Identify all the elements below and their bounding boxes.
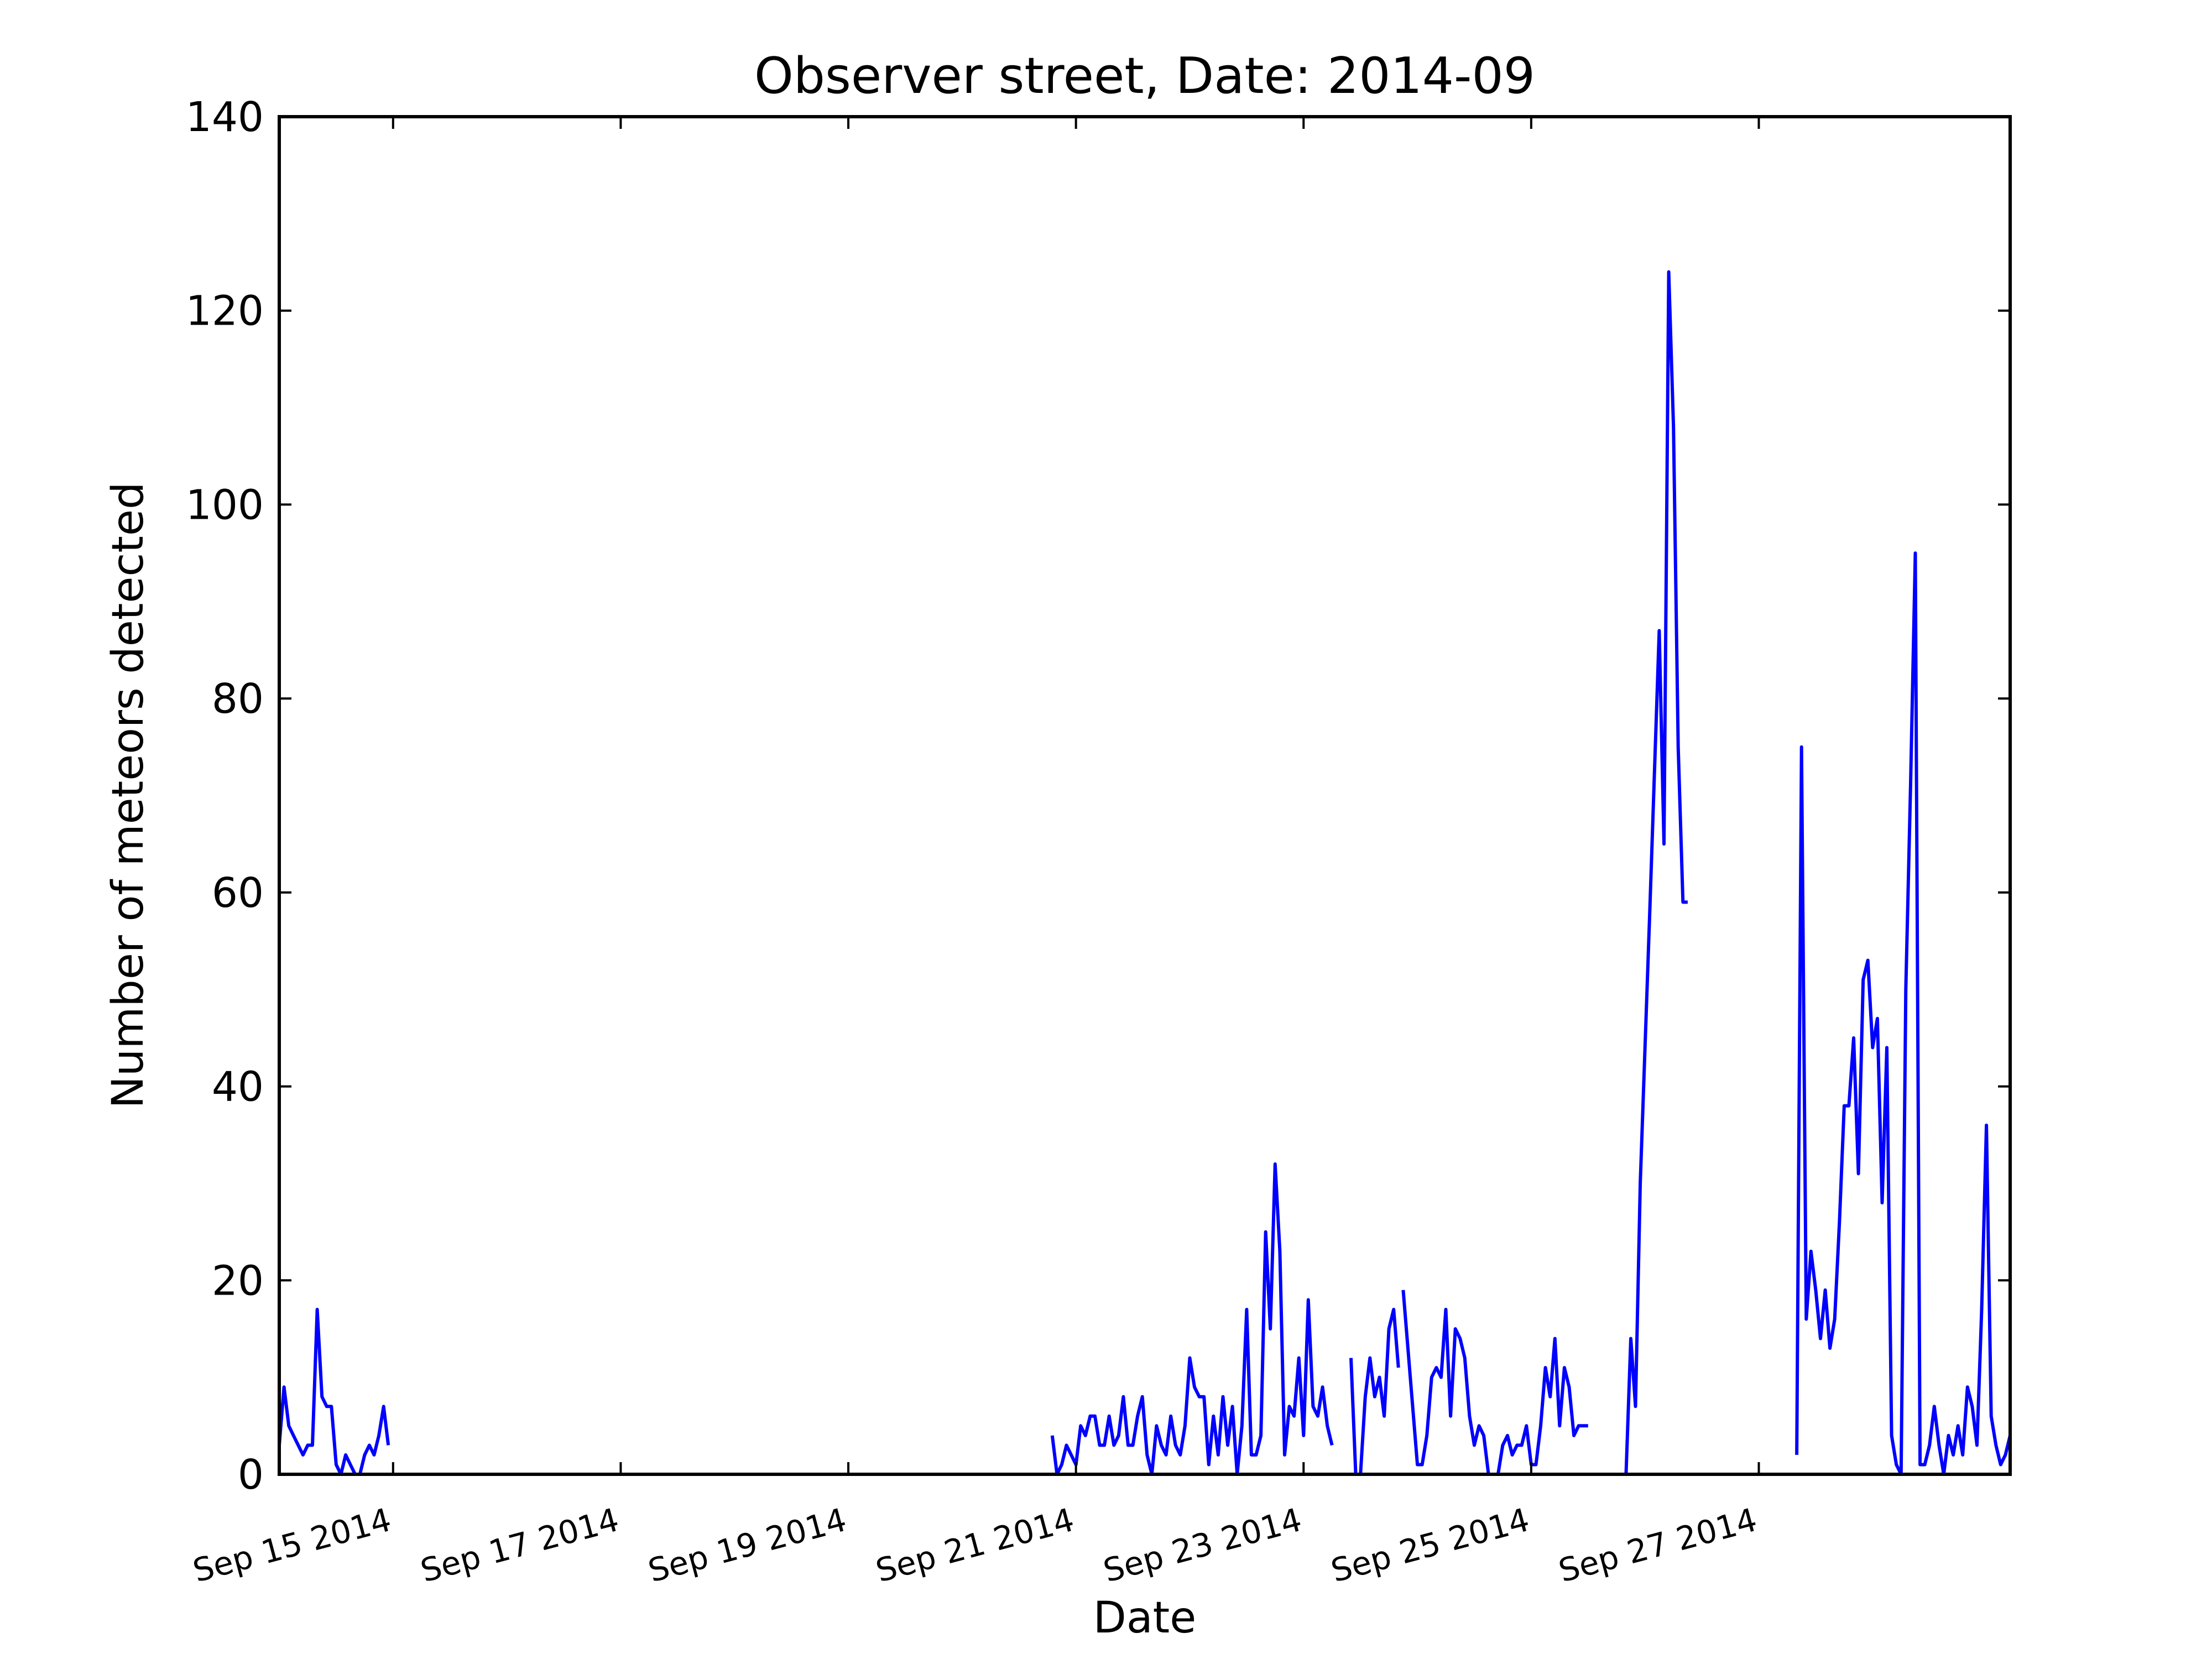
y-tick-label: 140 [186, 93, 264, 141]
y-axis: 0 20 40 60 80 100 120 140 [186, 93, 2010, 1499]
plot-frame [278, 115, 2012, 1476]
y-tick-label: 120 [186, 288, 264, 335]
series-line-segment-1 [278, 1307, 390, 1476]
y-axis-label: Number of meteors detected [103, 482, 153, 1109]
chart-title: Observer street, Date: 2014-09 [754, 47, 1535, 105]
y-tick-label: 0 [238, 1451, 264, 1499]
series-line-segment-2 [1050, 1162, 1334, 1476]
y-tick-label: 80 [212, 675, 264, 723]
series-line-segment-5 [1624, 270, 1688, 1475]
series-line-segment-4 [1401, 1290, 1588, 1476]
y-tick-label: 20 [212, 1257, 264, 1305]
y-tick-label: 100 [186, 481, 264, 529]
x-axis-label: Date [1093, 1593, 1196, 1643]
y-tick-label: 40 [212, 1063, 264, 1111]
series-line-segment-6 [1795, 551, 2012, 1476]
y-tick-label: 60 [212, 869, 264, 917]
